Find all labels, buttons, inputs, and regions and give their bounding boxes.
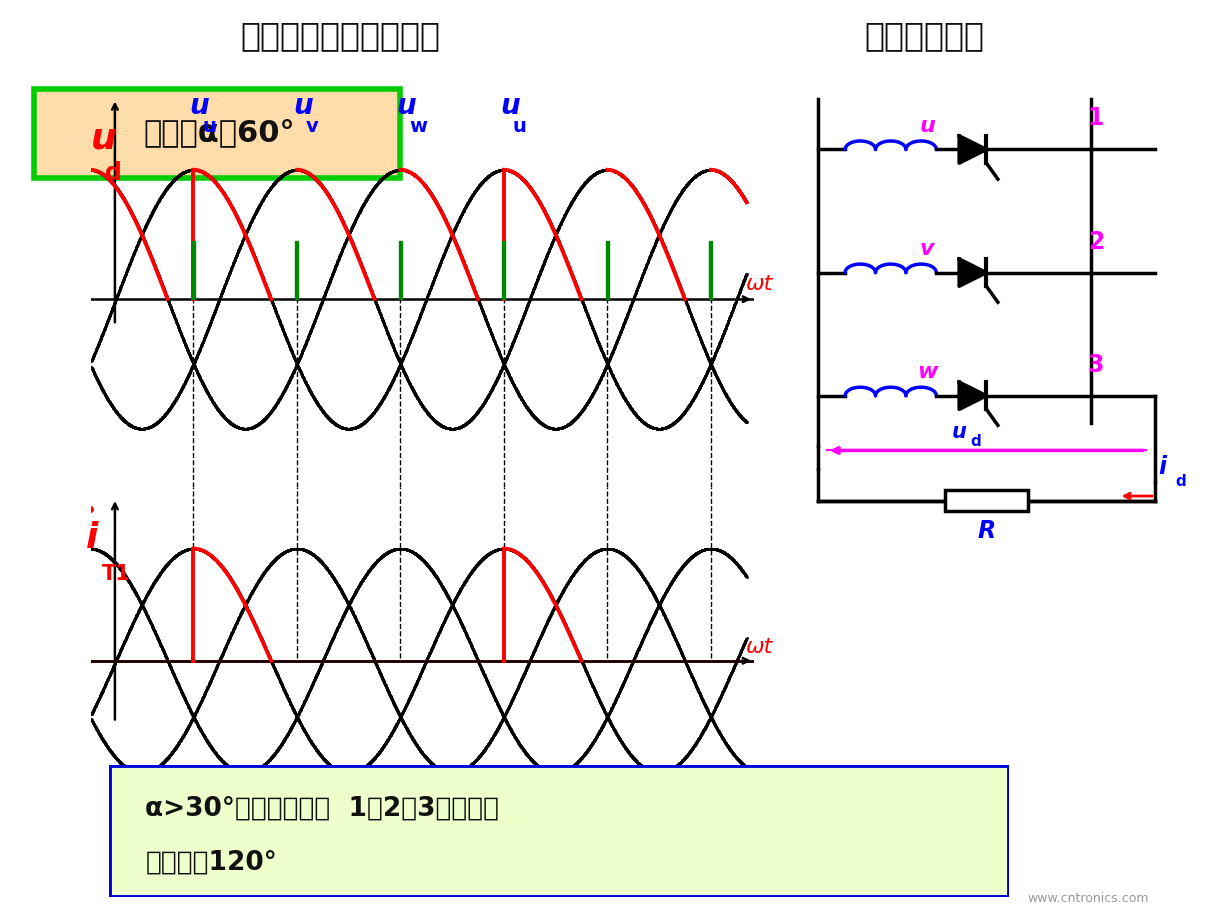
Text: 控制角α＝60°: 控制角α＝60° xyxy=(143,118,294,147)
Text: i: i xyxy=(1158,455,1166,478)
Text: u: u xyxy=(202,118,216,136)
Text: T1: T1 xyxy=(102,564,131,584)
Bar xyxy=(709,241,713,300)
Text: d: d xyxy=(105,161,122,185)
Text: α>30°时电流断续，  1、2、3晶闸管导: α>30°时电流断续， 1、2、3晶闸管导 xyxy=(146,794,500,821)
Bar xyxy=(606,241,609,300)
Text: v: v xyxy=(921,239,934,259)
Text: 1: 1 xyxy=(1088,107,1104,130)
Text: ωt: ωt xyxy=(745,273,773,293)
Text: www.cntronics.com: www.cntronics.com xyxy=(1028,891,1149,904)
Text: w: w xyxy=(410,118,427,136)
Text: i: i xyxy=(86,521,98,555)
Text: 3: 3 xyxy=(1087,353,1104,376)
Text: d: d xyxy=(970,434,981,448)
Text: 纯电阻性负载: 纯电阻性负载 xyxy=(865,19,984,52)
Text: u: u xyxy=(91,121,117,155)
Text: 通角小于120°: 通角小于120° xyxy=(146,849,277,875)
Polygon shape xyxy=(959,383,986,410)
Bar xyxy=(399,241,401,300)
Bar xyxy=(192,241,195,300)
Text: u: u xyxy=(513,118,527,136)
Text: 2: 2 xyxy=(1088,230,1104,253)
Text: ωt: ωt xyxy=(745,636,773,656)
Text: u: u xyxy=(952,421,967,441)
Text: u: u xyxy=(190,92,209,120)
Bar xyxy=(295,241,298,300)
Text: R: R xyxy=(978,518,996,542)
Text: 三相半波可控整流电路: 三相半波可控整流电路 xyxy=(241,19,440,52)
Bar xyxy=(946,491,1028,511)
Text: d: d xyxy=(1176,473,1187,488)
Text: w: w xyxy=(917,362,938,382)
Text: v: v xyxy=(306,118,319,136)
Polygon shape xyxy=(959,137,986,164)
Bar xyxy=(502,241,506,300)
Text: u: u xyxy=(396,92,416,120)
Text: u: u xyxy=(293,92,313,120)
Text: u: u xyxy=(919,116,935,136)
FancyBboxPatch shape xyxy=(109,765,1009,897)
FancyBboxPatch shape xyxy=(34,89,400,179)
Text: u: u xyxy=(500,92,519,120)
Polygon shape xyxy=(959,260,986,287)
